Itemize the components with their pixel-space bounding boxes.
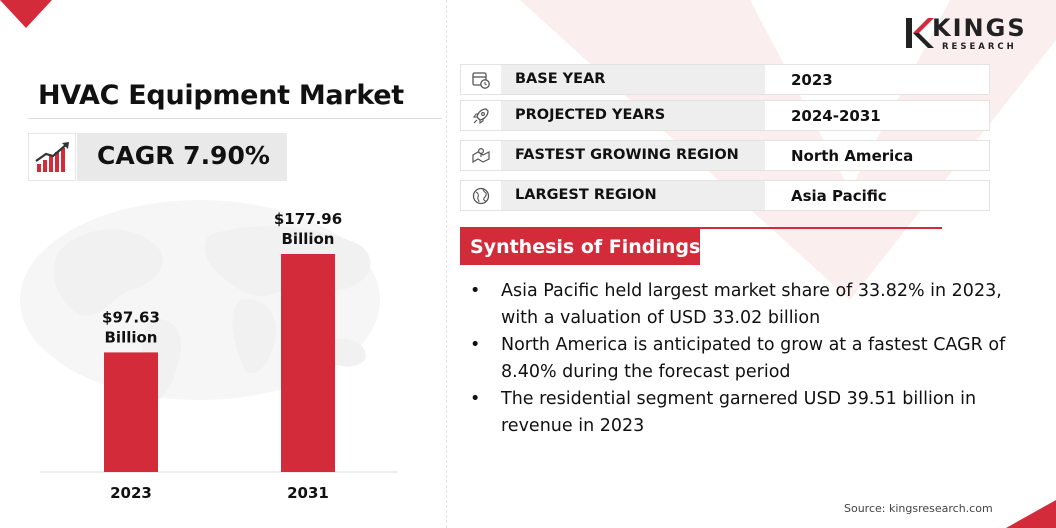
- icon-cell: [461, 141, 501, 170]
- logo-mark-icon: [906, 18, 934, 48]
- kings-research-logo: KINGS RESEARCH: [904, 14, 1034, 56]
- icon-cell: [461, 65, 501, 94]
- findings-list: Asia Pacific held largest market share o…: [470, 278, 1030, 440]
- bar-2023: [104, 352, 158, 472]
- info-value: 2024-2031: [791, 107, 881, 125]
- corner-decoration: [0, 0, 52, 28]
- region-map-icon: [472, 147, 490, 163]
- corner-decoration-bottom: [1006, 500, 1056, 528]
- bar-2031: [281, 254, 335, 472]
- cagr-value: CAGR 7.90%: [97, 141, 270, 170]
- chart-growth-icon: [35, 142, 69, 172]
- info-label: LARGEST REGION: [515, 187, 657, 203]
- source-note: Source: kingsresearch.com: [844, 502, 993, 515]
- finding-item: The residential segment garnered USD 39.…: [470, 386, 1030, 440]
- x-tick-label: 2031: [287, 484, 329, 502]
- finding-item: North America is anticipated to grow at …: [470, 332, 1030, 386]
- rocket-icon: [472, 107, 489, 124]
- info-row-largest-region: LARGEST REGION Asia Pacific: [460, 180, 990, 211]
- synthesis-heading: Synthesis of Findings: [470, 236, 701, 258]
- bar-data-label: Billion: [282, 230, 335, 248]
- page-title: HVAC Equipment Market: [38, 80, 404, 111]
- cagr-box: CAGR 7.90%: [77, 133, 287, 181]
- logo-name: KINGS: [932, 14, 1027, 42]
- label-cell: PROJECTED YEARS: [501, 101, 765, 130]
- info-row-base-year: BASE YEAR 2023: [460, 64, 990, 95]
- cagr-icon-box: [28, 133, 76, 181]
- bar-chart: $97.63 Billion 2023 $177.96 Billion 2031: [20, 200, 398, 502]
- label-cell: LARGEST REGION: [501, 181, 765, 210]
- info-row-projected-years: PROJECTED YEARS 2024-2031: [460, 100, 990, 131]
- info-value: Asia Pacific: [791, 187, 887, 205]
- icon-cell: [461, 181, 501, 210]
- info-value: North America: [791, 147, 914, 165]
- icon-cell: [461, 101, 501, 130]
- info-label: BASE YEAR: [515, 71, 606, 87]
- title-underline: [28, 118, 442, 119]
- globe-icon: [472, 187, 490, 204]
- finding-item: Asia Pacific held largest market share o…: [470, 278, 1030, 332]
- synthesis-heading-box: Synthesis of Findings: [460, 229, 700, 265]
- synthesis-rule: [460, 227, 942, 229]
- info-label: PROJECTED YEARS: [515, 107, 666, 123]
- label-cell: FASTEST GROWING REGION: [501, 141, 765, 170]
- calendar-clock-icon: [472, 71, 490, 89]
- x-tick-label: 2023: [110, 484, 152, 502]
- info-row-fastest-growing-region: FASTEST GROWING REGION North America: [460, 140, 990, 171]
- bar-data-label: $97.63: [102, 308, 160, 326]
- info-label: FASTEST GROWING REGION: [515, 147, 739, 163]
- bar-data-label: Billion: [105, 328, 158, 346]
- info-value: 2023: [791, 71, 833, 89]
- logo-subtitle: RESEARCH: [942, 42, 1017, 52]
- label-cell: BASE YEAR: [501, 65, 765, 94]
- panel-divider: [446, 0, 447, 528]
- bar-data-label: $177.96: [274, 210, 342, 228]
